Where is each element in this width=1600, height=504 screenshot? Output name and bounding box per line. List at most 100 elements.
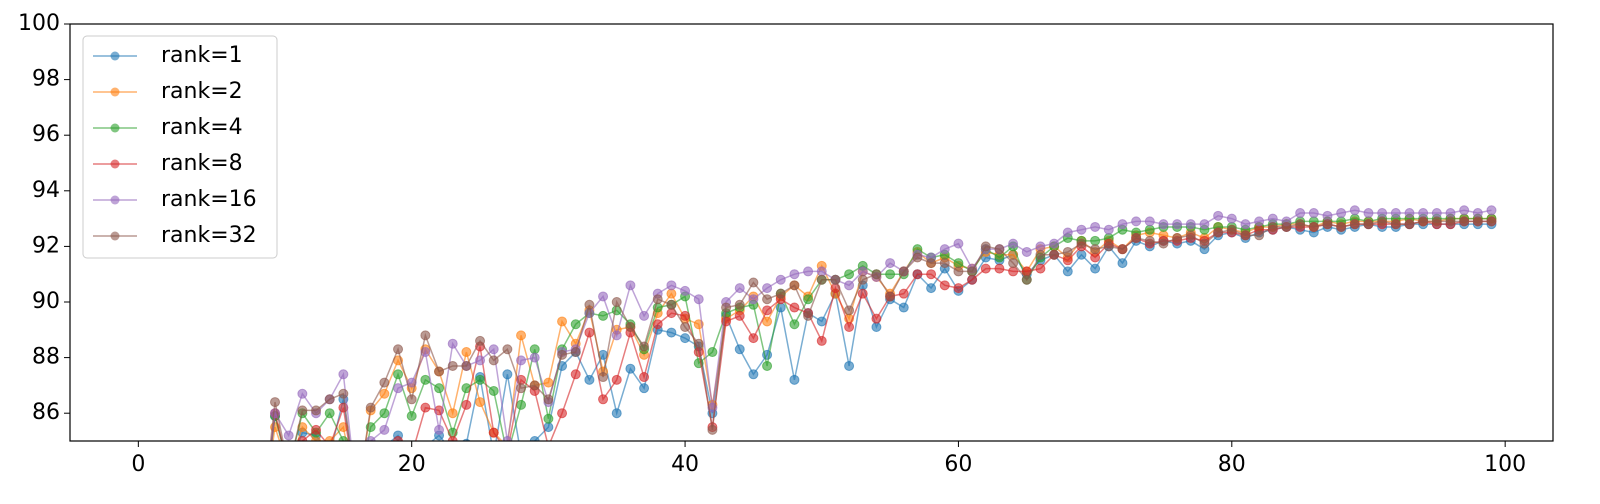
point bbox=[1431, 208, 1442, 219]
point bbox=[680, 285, 691, 296]
point bbox=[475, 374, 486, 385]
point bbox=[338, 369, 349, 380]
point bbox=[1090, 244, 1101, 255]
point bbox=[926, 283, 937, 294]
y-tick-label: 94 bbox=[32, 178, 60, 203]
point bbox=[529, 344, 540, 355]
point bbox=[598, 394, 609, 405]
point bbox=[1254, 230, 1265, 241]
y-tick-label: 90 bbox=[32, 289, 60, 314]
point bbox=[1008, 266, 1019, 277]
x-tick-label: 80 bbox=[1218, 452, 1246, 477]
point bbox=[557, 408, 568, 419]
point bbox=[885, 258, 896, 269]
point bbox=[775, 288, 786, 299]
point bbox=[1322, 210, 1333, 221]
point bbox=[762, 305, 773, 316]
point bbox=[1295, 208, 1306, 219]
point bbox=[1172, 219, 1183, 230]
point bbox=[488, 344, 499, 355]
point bbox=[570, 369, 581, 380]
point bbox=[584, 299, 595, 310]
point bbox=[844, 360, 855, 371]
point bbox=[447, 408, 458, 419]
point bbox=[1131, 233, 1142, 244]
point bbox=[693, 338, 704, 349]
point bbox=[816, 266, 827, 277]
point bbox=[611, 330, 622, 341]
point bbox=[666, 288, 677, 299]
point bbox=[1035, 263, 1046, 274]
point bbox=[1472, 216, 1483, 227]
point bbox=[502, 344, 513, 355]
point bbox=[680, 310, 691, 321]
point bbox=[284, 464, 293, 473]
point bbox=[652, 294, 663, 305]
point bbox=[516, 330, 527, 341]
point bbox=[912, 269, 923, 280]
point bbox=[1431, 216, 1442, 227]
point bbox=[557, 349, 568, 360]
point bbox=[1035, 241, 1046, 252]
point bbox=[1090, 235, 1101, 246]
point bbox=[1349, 219, 1360, 230]
point bbox=[1254, 216, 1265, 227]
point bbox=[1377, 216, 1388, 227]
point bbox=[898, 302, 909, 313]
point bbox=[1117, 244, 1128, 255]
point bbox=[503, 448, 512, 457]
point bbox=[775, 274, 786, 285]
point bbox=[284, 464, 293, 473]
point bbox=[734, 283, 745, 294]
point bbox=[475, 397, 486, 408]
point bbox=[516, 355, 527, 366]
point bbox=[939, 244, 950, 255]
point bbox=[1144, 224, 1155, 235]
point bbox=[365, 402, 376, 413]
point bbox=[707, 347, 718, 358]
point bbox=[1377, 208, 1388, 219]
point bbox=[1349, 205, 1360, 216]
point bbox=[816, 335, 827, 346]
point bbox=[284, 464, 293, 473]
x-tick-label: 20 bbox=[398, 452, 426, 477]
y-tick-label: 96 bbox=[32, 122, 60, 147]
point bbox=[503, 450, 512, 459]
point bbox=[680, 322, 691, 333]
point bbox=[967, 274, 978, 285]
legend-marker bbox=[110, 159, 120, 169]
point bbox=[365, 436, 376, 441]
point bbox=[1185, 219, 1196, 230]
y-tick-label: 98 bbox=[32, 67, 60, 92]
point bbox=[448, 448, 457, 457]
point bbox=[898, 266, 909, 277]
point bbox=[857, 288, 868, 299]
point bbox=[789, 269, 800, 280]
legend-label: rank=16 bbox=[161, 187, 257, 212]
point bbox=[1336, 221, 1347, 232]
point bbox=[379, 377, 390, 388]
point bbox=[379, 388, 390, 399]
point bbox=[283, 430, 294, 441]
point bbox=[1445, 208, 1456, 219]
plot-area bbox=[269, 205, 1497, 473]
series-line bbox=[270, 220, 1492, 441]
point bbox=[611, 374, 622, 385]
point bbox=[1404, 208, 1415, 219]
point bbox=[1308, 221, 1319, 232]
legend-marker bbox=[110, 51, 120, 61]
point bbox=[1090, 263, 1101, 274]
point bbox=[625, 280, 636, 291]
point bbox=[1076, 238, 1087, 249]
point bbox=[584, 327, 595, 338]
point bbox=[789, 319, 800, 330]
point bbox=[666, 327, 677, 338]
point bbox=[803, 310, 814, 321]
point bbox=[324, 408, 335, 419]
point bbox=[762, 283, 773, 294]
x-tick-label: 60 bbox=[944, 452, 972, 477]
point bbox=[488, 385, 499, 396]
point bbox=[912, 252, 923, 263]
point bbox=[393, 344, 404, 355]
point bbox=[721, 302, 732, 313]
